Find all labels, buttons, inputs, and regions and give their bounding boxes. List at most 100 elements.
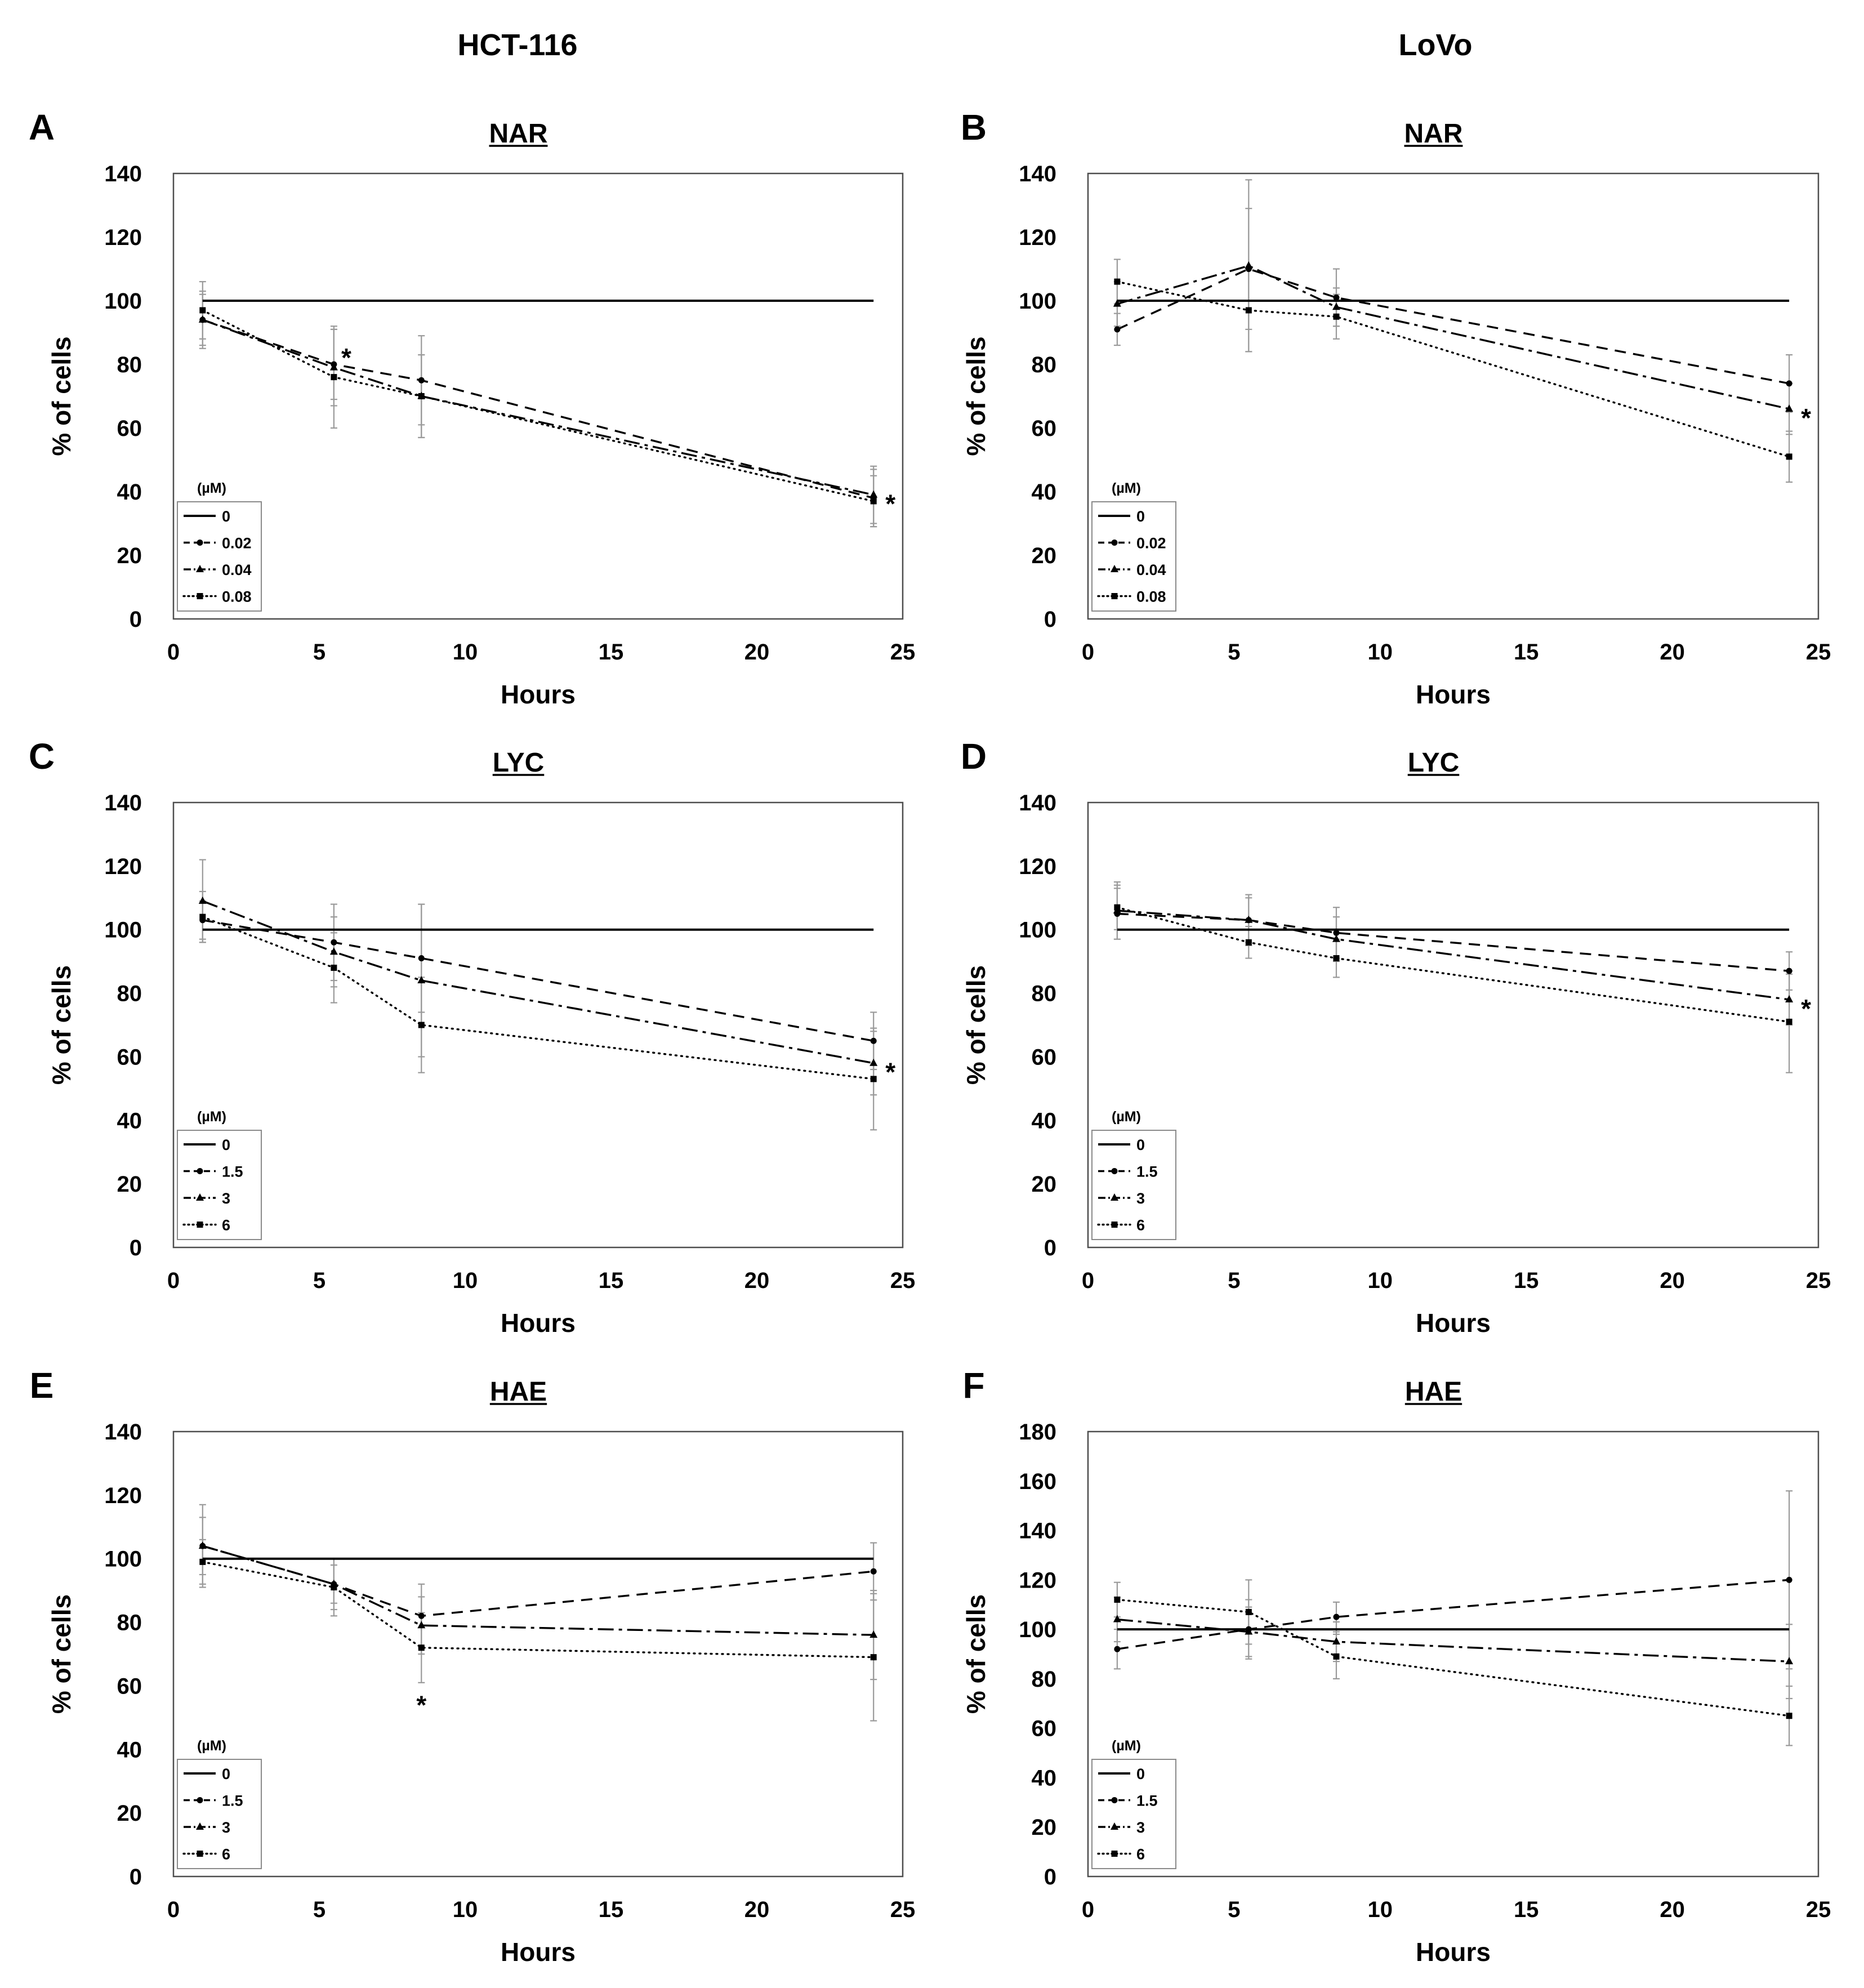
data-point-marker — [1114, 904, 1121, 911]
x-axis-label: Hours — [501, 1937, 576, 1967]
legend-label: 3 — [1136, 1190, 1145, 1207]
legend-label: 0 — [222, 508, 230, 525]
series-line — [202, 916, 875, 1080]
legend-entry: 0 — [184, 1766, 230, 1782]
legend-marker — [197, 1168, 203, 1174]
legend-label: 0.02 — [1136, 535, 1166, 552]
data-point-marker — [1114, 1596, 1121, 1603]
y-tick-label: 100 — [1019, 918, 1056, 943]
legend-label: 6 — [1136, 1846, 1145, 1863]
plot-area — [1087, 1430, 1820, 1878]
data-point-marker — [1245, 939, 1252, 946]
series-line — [1116, 906, 1790, 1023]
y-tick-label: 20 — [117, 1801, 142, 1826]
series-line — [1117, 268, 1790, 385]
chart-title: LYC — [1408, 748, 1460, 778]
plot-area — [172, 1430, 904, 1878]
legend-box — [177, 1759, 262, 1869]
legend-label: 1.5 — [222, 1164, 243, 1180]
data-point-marker — [1114, 1646, 1121, 1652]
legend-marker — [1111, 565, 1118, 572]
legend-marker — [1111, 1822, 1118, 1830]
legend-marker — [1111, 1168, 1118, 1174]
y-tick-label: 80 — [117, 1611, 142, 1635]
y-tick-label: 140 — [1019, 1519, 1056, 1544]
data-point-marker — [198, 315, 207, 323]
x-tick-label: 10 — [453, 1268, 478, 1293]
legend-entry: 0 — [184, 1136, 230, 1153]
data-point-marker — [870, 1076, 877, 1082]
legend: (µM) 0 1.5 3 6 — [1091, 1738, 1176, 1869]
y-tick-label: 160 — [1019, 1469, 1056, 1494]
y-tick-label: 60 — [117, 1045, 142, 1069]
series-line — [202, 1545, 874, 1617]
legend-label: 0.08 — [1136, 589, 1166, 605]
data-point-marker — [199, 307, 206, 314]
series-line — [202, 919, 874, 1042]
legend-marker — [1111, 593, 1118, 599]
legend-label: 0.02 — [222, 535, 252, 552]
y-axis-label: % of cells — [47, 336, 76, 456]
data-point-marker — [870, 498, 877, 505]
y-tick-label: 100 — [104, 1547, 142, 1572]
y-tick-label: 20 — [117, 543, 142, 568]
data-point-marker — [1114, 326, 1121, 333]
x-tick-label: 20 — [1660, 1268, 1685, 1293]
legend-label: 0 — [222, 1766, 230, 1782]
plot-area — [1087, 801, 1820, 1249]
x-tick-label: 20 — [1660, 1897, 1685, 1922]
y-tick-label: 120 — [104, 854, 142, 879]
data-point-marker — [1333, 1653, 1340, 1660]
y-tick-label: 40 — [1032, 1766, 1057, 1790]
chart-title: HAE — [490, 1377, 547, 1407]
data-point-marker — [329, 947, 338, 955]
y-tick-label: 180 — [1019, 1420, 1056, 1445]
legend-marker — [1111, 1851, 1118, 1857]
data-point-marker — [331, 374, 337, 381]
y-tick-label: 80 — [1032, 982, 1057, 1006]
legend: (µM) 0 1.5 3 6 — [177, 1109, 262, 1240]
x-axis-label: Hours — [501, 680, 576, 709]
data-point-marker — [869, 490, 878, 498]
legend-title: (µM) — [1112, 480, 1141, 496]
data-point-marker — [1333, 929, 1340, 936]
legend-entry: 0.08 — [1097, 589, 1166, 605]
data-point-marker — [1332, 302, 1340, 310]
y-tick-label: 40 — [117, 480, 142, 505]
significance-asterisk: * — [1801, 403, 1811, 433]
x-tick-label: 25 — [1806, 640, 1831, 665]
y-tick-label: 0 — [130, 1236, 142, 1260]
data-point-marker — [1114, 278, 1121, 285]
panel-letter: C — [29, 736, 55, 777]
legend-label: 0 — [1136, 508, 1145, 525]
legend-entry: 3 — [1098, 1190, 1145, 1207]
data-point-marker — [1333, 955, 1340, 961]
legend-label: 3 — [222, 1819, 230, 1836]
significance-asterisk: * — [341, 343, 351, 372]
y-tick-label: 20 — [1032, 543, 1057, 568]
data-point-marker — [418, 1612, 425, 1619]
y-tick-label: 100 — [1019, 1617, 1056, 1642]
legend-label: 1.5 — [1136, 1793, 1158, 1809]
y-tick-label: 40 — [117, 1108, 142, 1133]
series-line — [202, 1561, 875, 1659]
significance-asterisk: * — [416, 1691, 426, 1720]
data-point-marker — [870, 1654, 877, 1661]
legend-entry: 0 — [1098, 1766, 1145, 1782]
legend: (µM) 0 1.5 3 6 — [177, 1738, 262, 1869]
x-tick-label: 5 — [1228, 1897, 1240, 1922]
data-point-marker — [418, 377, 425, 384]
legend-entry: 0.02 — [1098, 535, 1166, 552]
y-tick-label: 80 — [117, 353, 142, 377]
y-tick-label: 0 — [1044, 1865, 1056, 1889]
legend-box — [1091, 1130, 1176, 1240]
x-tick-label: 25 — [1806, 1268, 1831, 1293]
data-point-marker — [1785, 995, 1794, 1002]
x-tick-label: 5 — [313, 1268, 325, 1293]
legend-box — [177, 1130, 262, 1240]
legend-entry: 3 — [1098, 1819, 1145, 1836]
x-tick-label: 10 — [1368, 1268, 1393, 1293]
legend-entry: 6 — [182, 1217, 230, 1234]
legend-title: (µM) — [197, 1738, 226, 1754]
